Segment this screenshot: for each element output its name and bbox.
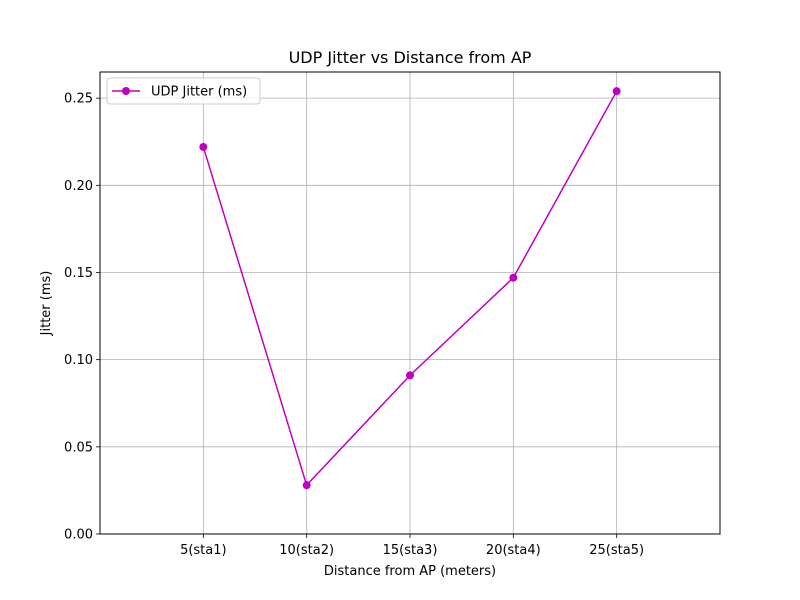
x-tick-label: 5(sta1) (180, 543, 227, 558)
x-axis-label: Distance from AP (meters) (324, 564, 496, 579)
y-tick-label: 0.25 (64, 92, 93, 107)
data-point (509, 273, 518, 282)
y-tick-label: 0.05 (64, 440, 93, 455)
y-tick-label: 0.15 (64, 266, 93, 281)
legend-marker (122, 87, 130, 95)
legend-box (106, 77, 261, 105)
legend-label: UDP Jitter (ms) (151, 85, 247, 100)
data-point (406, 371, 414, 380)
x-tick-label: 10(sta2) (279, 543, 334, 558)
x-tick-label: 15(sta3) (383, 543, 438, 558)
grid (100, 72, 720, 535)
y-tick-label: 0.20 (64, 179, 93, 194)
chart-title: UDP Jitter vs Distance from AP (289, 48, 532, 67)
y-tick-label: 0.10 (64, 353, 93, 368)
ticks: 5(sta1) 10(sta2) 15(sta3) 20(sta4) 25(sta5) 0… (64, 92, 644, 558)
data-point (612, 87, 621, 96)
legend: UDP Jitter (ms) (106, 77, 261, 105)
y-axis-label: Jitter (ms) (39, 271, 54, 337)
x-tick-label: 25(sta5) (589, 543, 644, 558)
data-point (302, 481, 311, 490)
y-tick-label: 0.00 (64, 528, 93, 543)
data-point (199, 142, 208, 151)
x-tick-label: 20(sta4) (486, 543, 541, 558)
series-layer (199, 87, 621, 490)
